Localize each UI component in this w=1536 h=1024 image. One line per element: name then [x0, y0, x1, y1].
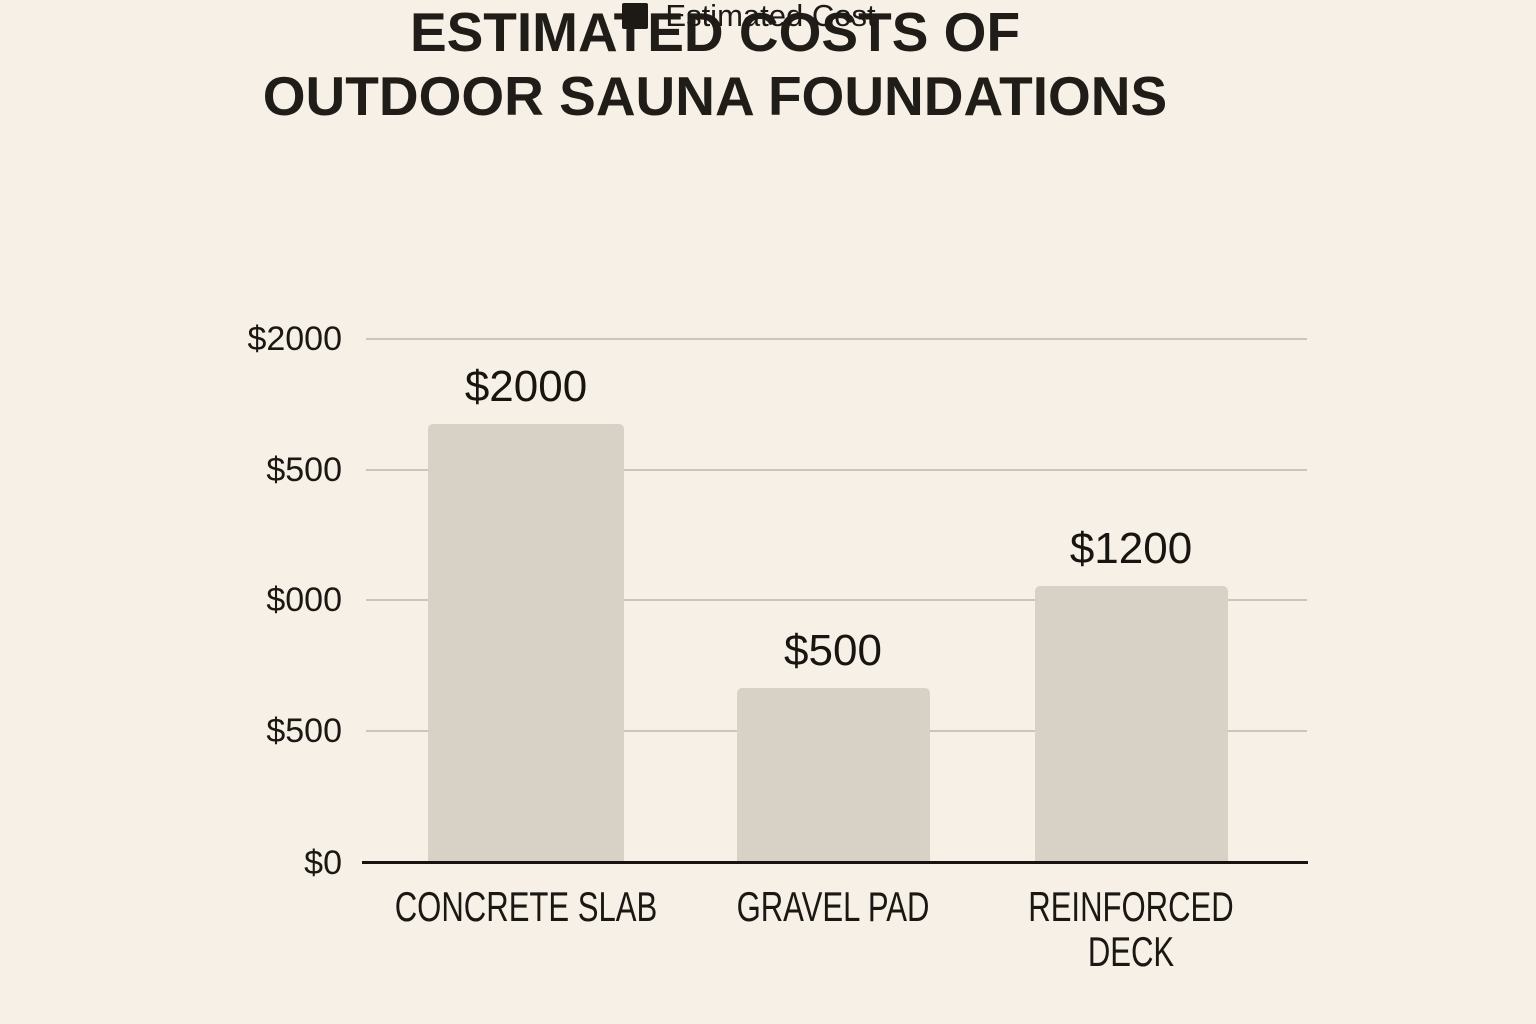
x-axis-label-concrete-slab: CONCRETE SLAB	[394, 883, 658, 930]
legend-label: Estimated Cost	[665, 0, 876, 33]
gridline-1500	[366, 469, 1307, 471]
bar-concrete-slab	[428, 424, 624, 862]
chart-title-line-2: OUTDOOR SAUNA FOUNDATIONS	[262, 65, 1168, 127]
legend: Estimated Cost	[0, 0, 1498, 32]
gridline-2000	[366, 338, 1307, 340]
y-tick-label-1: $500	[266, 451, 342, 489]
x-axis-label-reinforced-deck: REINFORCED DECK	[1028, 883, 1234, 975]
bar-gravel-pad	[737, 688, 930, 862]
chart-title: ESTIMATED COSTS OF OUTDOOR SAUNA FOUNDAT…	[0, 0, 1430, 128]
value-label-reinforced-deck: $1200	[1069, 524, 1193, 573]
legend-swatch-icon	[622, 3, 649, 29]
y-tick-label-3: $500	[266, 712, 342, 750]
gridline-1000	[366, 599, 1307, 601]
x-axis-line	[362, 861, 1308, 864]
y-tick-label-4: $0	[304, 844, 342, 882]
y-tick-label-0: $2000	[247, 320, 342, 358]
bar-reinforced-deck	[1035, 586, 1228, 862]
chart-title-line-1: ESTIMATED COSTS OF	[409, 1, 1021, 63]
value-label-concrete-slab: $2000	[464, 362, 588, 411]
x-axis-label-gravel-pad: GRAVEL PAD	[736, 883, 930, 930]
y-tick-label-2: $000	[266, 581, 342, 619]
value-label-gravel-pad: $500	[784, 626, 882, 675]
